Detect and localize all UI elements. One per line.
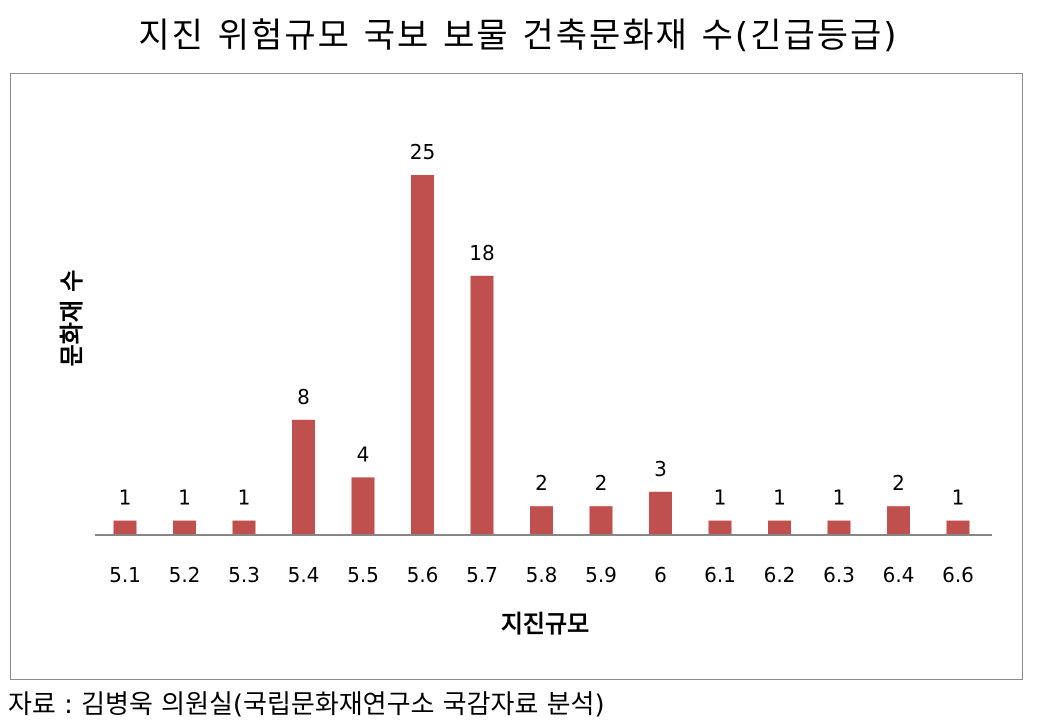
bar-6.1 bbox=[708, 520, 732, 535]
data-label-5.9: 2 bbox=[595, 471, 608, 495]
x-tick-label-6.2: 6.2 bbox=[764, 563, 796, 587]
chart-title: 지진 위험규모 국보 보물 건축문화재 수(긴급등급) bbox=[138, 16, 899, 56]
x-tick-label-6.4: 6.4 bbox=[883, 563, 915, 587]
bar-6.2 bbox=[768, 520, 791, 535]
data-label-6: 3 bbox=[654, 457, 667, 481]
bar-5.1 bbox=[113, 520, 137, 535]
x-tick-label-5.1: 5.1 bbox=[109, 563, 141, 587]
data-label-5.2: 1 bbox=[178, 486, 191, 510]
x-axis-label: 지진규모 bbox=[501, 610, 589, 638]
data-label-5.8: 2 bbox=[535, 471, 548, 495]
data-label-6.4: 2 bbox=[892, 471, 905, 495]
data-label-6.3: 1 bbox=[833, 486, 846, 510]
bar-5.4 bbox=[292, 419, 315, 535]
chart-frame bbox=[10, 73, 1023, 680]
data-label-5.1: 1 bbox=[119, 486, 132, 510]
x-tick-label-6.1: 6.1 bbox=[704, 563, 736, 587]
x-tick-label-5.8: 5.8 bbox=[526, 563, 558, 587]
x-tick-label-6.3: 6.3 bbox=[823, 563, 855, 587]
y-axis-label: 문화재 수 bbox=[58, 270, 86, 367]
x-tick-label-6.6: 6.6 bbox=[942, 563, 974, 587]
source-note: 자료 : 김병욱 의원실(국립문화재연구소 국감자료 분석) bbox=[8, 690, 605, 720]
bar-5.5 bbox=[351, 477, 375, 535]
x-tick-label-5.5: 5.5 bbox=[347, 563, 379, 587]
bar-5.8 bbox=[530, 506, 553, 535]
data-label-6.2: 1 bbox=[773, 486, 786, 510]
bar-5.3 bbox=[232, 520, 256, 535]
bar-6 bbox=[649, 491, 672, 535]
bar-5.6 bbox=[411, 175, 434, 535]
data-label-6.1: 1 bbox=[714, 486, 727, 510]
bar-5.2 bbox=[173, 520, 196, 535]
bar-5.9 bbox=[589, 506, 613, 535]
x-tick-label-6: 6 bbox=[654, 563, 667, 587]
x-tick-label-5.2: 5.2 bbox=[169, 563, 201, 587]
data-label-5.4: 8 bbox=[297, 385, 310, 409]
data-label-5.6: 25 bbox=[410, 140, 435, 164]
x-tick-label-5.3: 5.3 bbox=[228, 563, 260, 587]
bar-5.7 bbox=[470, 275, 494, 535]
data-label-5.7: 18 bbox=[469, 241, 494, 265]
bar-6.4 bbox=[887, 506, 910, 535]
data-label-5.5: 4 bbox=[357, 442, 370, 466]
x-tick-label-5.6: 5.6 bbox=[407, 563, 439, 587]
x-tick-label-5.4: 5.4 bbox=[288, 563, 320, 587]
x-tick-label-5.9: 5.9 bbox=[585, 563, 617, 587]
data-label-5.3: 1 bbox=[238, 486, 251, 510]
data-label-6.6: 1 bbox=[952, 486, 965, 510]
bar-6.3 bbox=[827, 520, 851, 535]
x-tick-label-5.7: 5.7 bbox=[466, 563, 498, 587]
bar-6.6 bbox=[946, 520, 970, 535]
